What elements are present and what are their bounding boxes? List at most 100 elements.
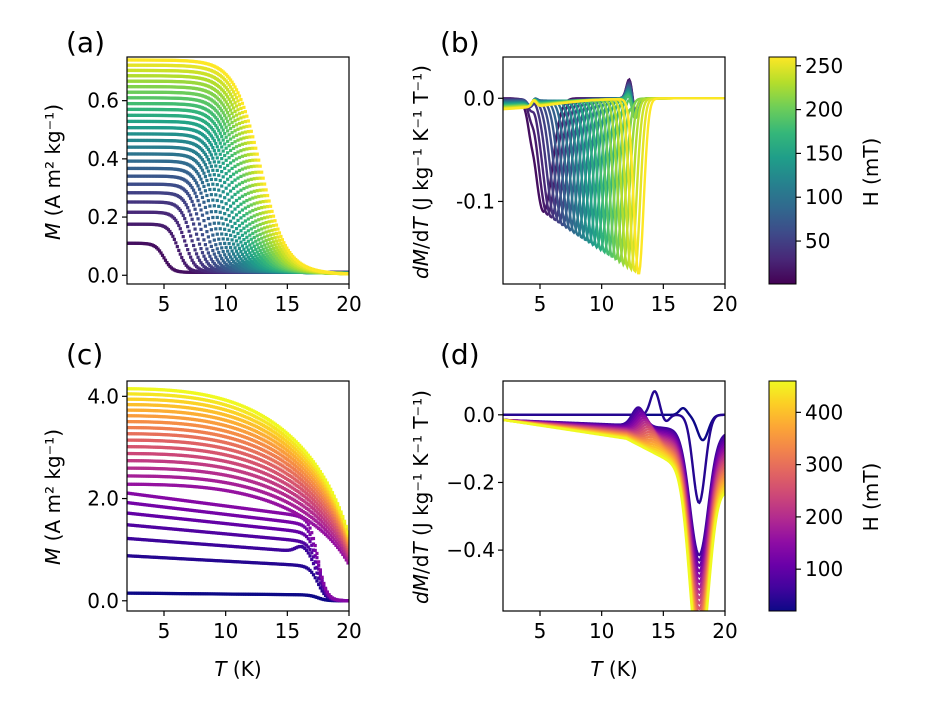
data-point — [175, 221, 179, 225]
data-point — [320, 597, 324, 601]
data-point — [201, 592, 205, 596]
data-point — [273, 536, 278, 541]
data-point — [137, 554, 141, 559]
data-point — [265, 547, 269, 551]
data-point — [206, 147, 210, 152]
data-point — [230, 131, 234, 135]
data-point — [178, 528, 183, 532]
data-point — [127, 501, 131, 505]
data-point — [287, 520, 291, 524]
data-point — [168, 229, 172, 234]
data-point — [189, 541, 193, 545]
data-point — [230, 249, 234, 253]
data-point — [272, 510, 276, 514]
data-point — [134, 523, 138, 528]
data-point — [273, 548, 278, 552]
data-point — [231, 135, 236, 139]
data-point — [310, 537, 314, 541]
data-point — [227, 228, 231, 232]
data-point — [227, 76, 231, 80]
data-point — [268, 247, 273, 252]
data-point — [172, 506, 176, 510]
data-point — [234, 157, 239, 161]
data-point — [236, 176, 240, 180]
data-point — [323, 593, 328, 598]
data-point — [257, 228, 261, 232]
data-point — [214, 116, 218, 120]
data-point — [310, 543, 314, 547]
data-point — [249, 177, 253, 181]
data-point — [249, 129, 253, 133]
data-point — [132, 523, 136, 528]
data-point — [304, 548, 309, 553]
data-point — [264, 230, 268, 234]
data-point — [229, 78, 233, 82]
data-point — [247, 546, 252, 550]
data-point — [268, 204, 273, 208]
data-point — [208, 187, 212, 192]
data-point — [271, 252, 276, 256]
data-point — [211, 248, 215, 253]
data-point — [266, 234, 270, 238]
data-point — [222, 512, 226, 516]
ticks-b: 5 10 15 200.0-0.1 — [456, 86, 738, 316]
data-point — [199, 261, 203, 265]
data-point — [296, 539, 300, 543]
data-point — [199, 166, 203, 170]
data-point — [249, 534, 253, 538]
data-point — [249, 592, 253, 596]
data-point — [161, 496, 165, 500]
data-point — [191, 541, 195, 546]
data-point — [191, 529, 195, 533]
data-point — [251, 524, 255, 529]
data-point — [289, 593, 293, 597]
data-point — [210, 543, 214, 547]
data-point — [175, 540, 179, 544]
data-point — [244, 507, 248, 511]
data-point — [242, 136, 246, 140]
data-point — [151, 482, 155, 487]
data-point — [203, 510, 207, 514]
data-point — [310, 531, 314, 535]
data-point — [226, 192, 230, 196]
data-point — [220, 145, 224, 149]
data-point — [251, 516, 255, 520]
data-point — [159, 251, 163, 255]
data-point — [236, 91, 240, 95]
data-point — [139, 554, 143, 559]
data-point — [134, 591, 138, 595]
data-point — [245, 235, 249, 239]
series-140mT — [127, 491, 349, 603]
data-point — [147, 591, 152, 595]
marks-c — [127, 387, 349, 603]
data-point — [163, 539, 167, 543]
data-point — [221, 89, 225, 93]
data-point — [153, 591, 157, 595]
data-point — [206, 235, 210, 239]
data-point — [144, 513, 148, 517]
data-point — [201, 542, 205, 546]
data-point — [229, 245, 233, 250]
data-point — [267, 237, 271, 242]
data-point — [266, 517, 271, 522]
data-point — [249, 515, 253, 520]
data-point — [240, 259, 245, 263]
data-point — [215, 559, 219, 563]
data-point — [149, 538, 153, 542]
data-point — [149, 525, 153, 529]
data-point — [270, 518, 274, 522]
data-point — [271, 240, 276, 244]
data-point — [191, 508, 195, 513]
data-point — [213, 531, 217, 535]
data-point — [296, 563, 300, 568]
data-point — [168, 556, 172, 560]
data-point — [216, 559, 221, 563]
data-point — [230, 513, 234, 517]
data-point — [258, 164, 262, 168]
data-point — [254, 219, 258, 223]
data-point — [237, 121, 242, 126]
data-point — [271, 232, 276, 236]
data-point — [304, 566, 309, 570]
data-point — [196, 161, 200, 166]
data-point — [203, 486, 207, 490]
